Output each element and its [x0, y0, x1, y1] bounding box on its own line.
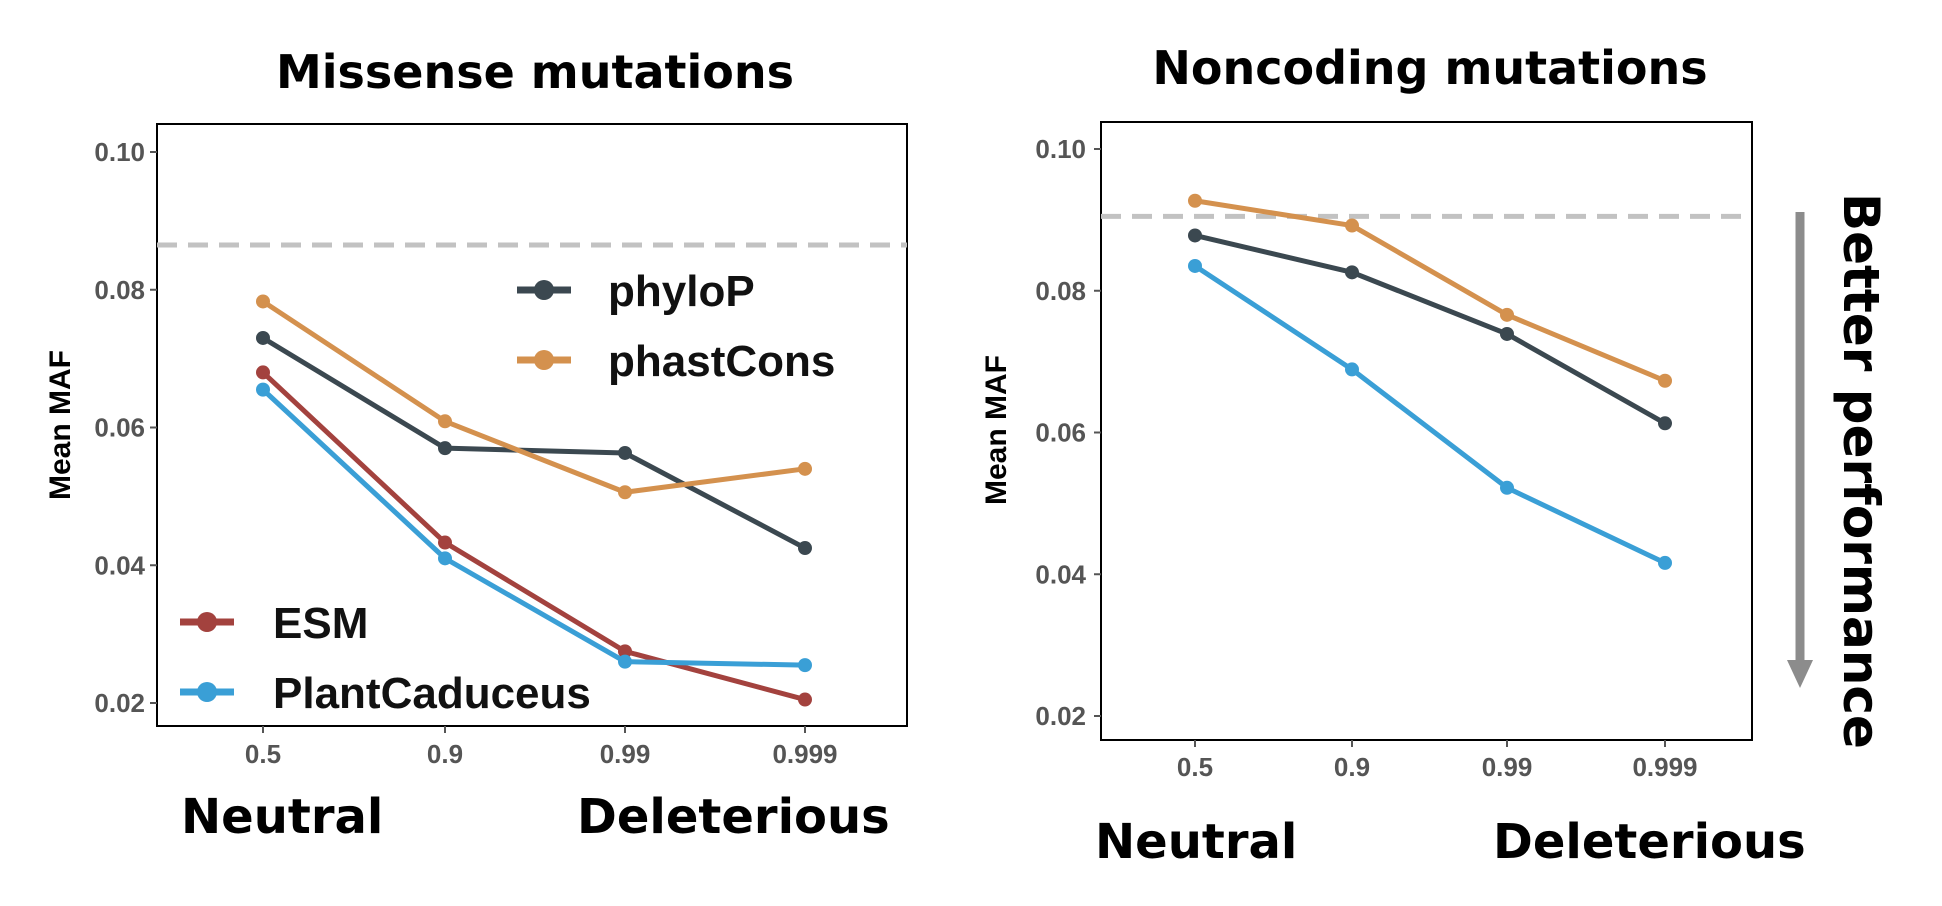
noncoding-x-tick-label: 0.999 — [1632, 752, 1697, 782]
down-arrow-head — [1787, 660, 1813, 688]
missense-point-ESM — [798, 692, 812, 707]
better-performance-annotation: Better performance — [1787, 193, 1890, 749]
missense-series-phastCons-line — [261, 299, 806, 495]
missense-point-phastCons — [438, 414, 452, 429]
missense-point-ESM — [256, 365, 270, 380]
noncoding-point-phyloP — [1345, 265, 1359, 280]
noncoding-point-phyloP — [1658, 416, 1672, 431]
legend-ESM: ESM — [180, 599, 368, 648]
missense-point-phastCons — [618, 485, 632, 500]
noncoding-point-phastCons — [1500, 307, 1514, 322]
missense-point-phastCons — [798, 461, 812, 476]
missense-point-PlantCaduceus — [618, 654, 632, 669]
noncoding-point-phastCons — [1658, 373, 1672, 388]
noncoding-point-phastCons — [1188, 193, 1202, 208]
noncoding-x-tick-label: 0.9 — [1334, 752, 1370, 782]
missense-x-tick-label: 0.99 — [600, 739, 651, 769]
noncoding-y-tick-label: 0.02 — [1035, 701, 1086, 731]
noncoding-point-PlantCaduceus — [1500, 480, 1514, 495]
missense-y-tick-label: 0.06 — [94, 413, 145, 443]
missense-title: Missense mutations — [276, 45, 794, 99]
noncoding-series-phyloP-line — [1194, 233, 1667, 426]
missense-neutral-label: Neutral — [181, 789, 383, 845]
missense-point-ESM — [438, 535, 452, 550]
noncoding-point-PlantCaduceus — [1658, 555, 1672, 570]
noncoding-y-axis-label: Mean MAF — [980, 355, 1013, 505]
noncoding-y-tick-label: 0.08 — [1035, 276, 1086, 306]
missense-panel: Missense mutations Mean MAF 0.02 0.04 0.06… — [44, 45, 908, 845]
noncoding-x-tick-label: 0.5 — [1177, 752, 1213, 782]
missense-series-ESM-line — [261, 370, 806, 702]
noncoding-point-phastCons — [1345, 218, 1359, 233]
missense-series-PlantCaduceus-line — [261, 387, 806, 668]
noncoding-x-tick-label: 0.99 — [1482, 752, 1533, 782]
legend-phyloP-label: phyloP — [608, 267, 755, 316]
noncoding-neutral-label: Neutral — [1095, 814, 1297, 870]
missense-deleterious-label: Deleterious — [577, 789, 890, 845]
missense-point-phyloP — [438, 441, 452, 456]
legend-PlantCaduceus-marker — [197, 682, 217, 702]
missense-point-phastCons — [256, 294, 270, 309]
missense-point-phyloP — [256, 330, 270, 345]
noncoding-series-phastCons-line — [1194, 198, 1666, 384]
noncoding-deleterious-label: Deleterious — [1493, 814, 1806, 870]
missense-x-tick-label: 0.9 — [427, 739, 463, 769]
missense-y-axis-label: Mean MAF — [44, 350, 77, 500]
missense-x-tick-label: 0.999 — [772, 739, 837, 769]
legend-phastCons-marker — [534, 350, 554, 370]
missense-point-phyloP — [798, 541, 812, 556]
noncoding-point-PlantCaduceus — [1188, 258, 1202, 273]
legend-ESM-marker — [197, 612, 217, 632]
legend-ESM-label: ESM — [273, 599, 368, 648]
noncoding-point-phyloP — [1188, 228, 1202, 243]
legend-phastCons: phastCons — [517, 337, 835, 386]
missense-y-tick-label: 0.02 — [94, 688, 145, 718]
missense-point-PlantCaduceus — [256, 382, 270, 397]
noncoding-series-PlantCaduceus-line — [1193, 263, 1667, 566]
legend-phyloP-marker — [534, 280, 554, 300]
missense-series-phyloP-line — [261, 335, 807, 551]
noncoding-title: Noncoding mutations — [1152, 41, 1707, 95]
noncoding-y-tick-label: 0.04 — [1035, 559, 1086, 589]
missense-y-tick-label: 0.10 — [94, 137, 145, 167]
missense-point-phyloP — [618, 445, 632, 460]
missense-y-tick-label: 0.04 — [94, 550, 145, 580]
better-performance-label: Better performance — [1832, 193, 1890, 749]
missense-point-ESM — [618, 644, 632, 659]
noncoding-plot-frame — [1100, 121, 1753, 741]
missense-plot-frame — [156, 123, 908, 727]
missense-point-PlantCaduceus — [798, 658, 812, 673]
missense-y-tick-label: 0.08 — [94, 275, 145, 305]
noncoding-y-tick-label: 0.10 — [1035, 134, 1086, 164]
noncoding-point-PlantCaduceus — [1345, 362, 1359, 377]
legend-phastCons-label: phastCons — [608, 337, 835, 386]
noncoding-y-tick-label: 0.06 — [1035, 418, 1086, 448]
legend-PlantCaduceus-label: PlantCaduceus — [273, 669, 591, 718]
missense-point-PlantCaduceus — [438, 551, 452, 566]
noncoding-panel: Noncoding mutations Mean MAF 0.02 0.04 0.0… — [980, 41, 1806, 870]
legend-phyloP: phyloP — [517, 267, 755, 316]
missense-x-tick-label: 0.5 — [245, 739, 281, 769]
noncoding-point-phyloP — [1500, 326, 1514, 341]
legend-PlantCaduceus: PlantCaduceus — [180, 669, 591, 718]
